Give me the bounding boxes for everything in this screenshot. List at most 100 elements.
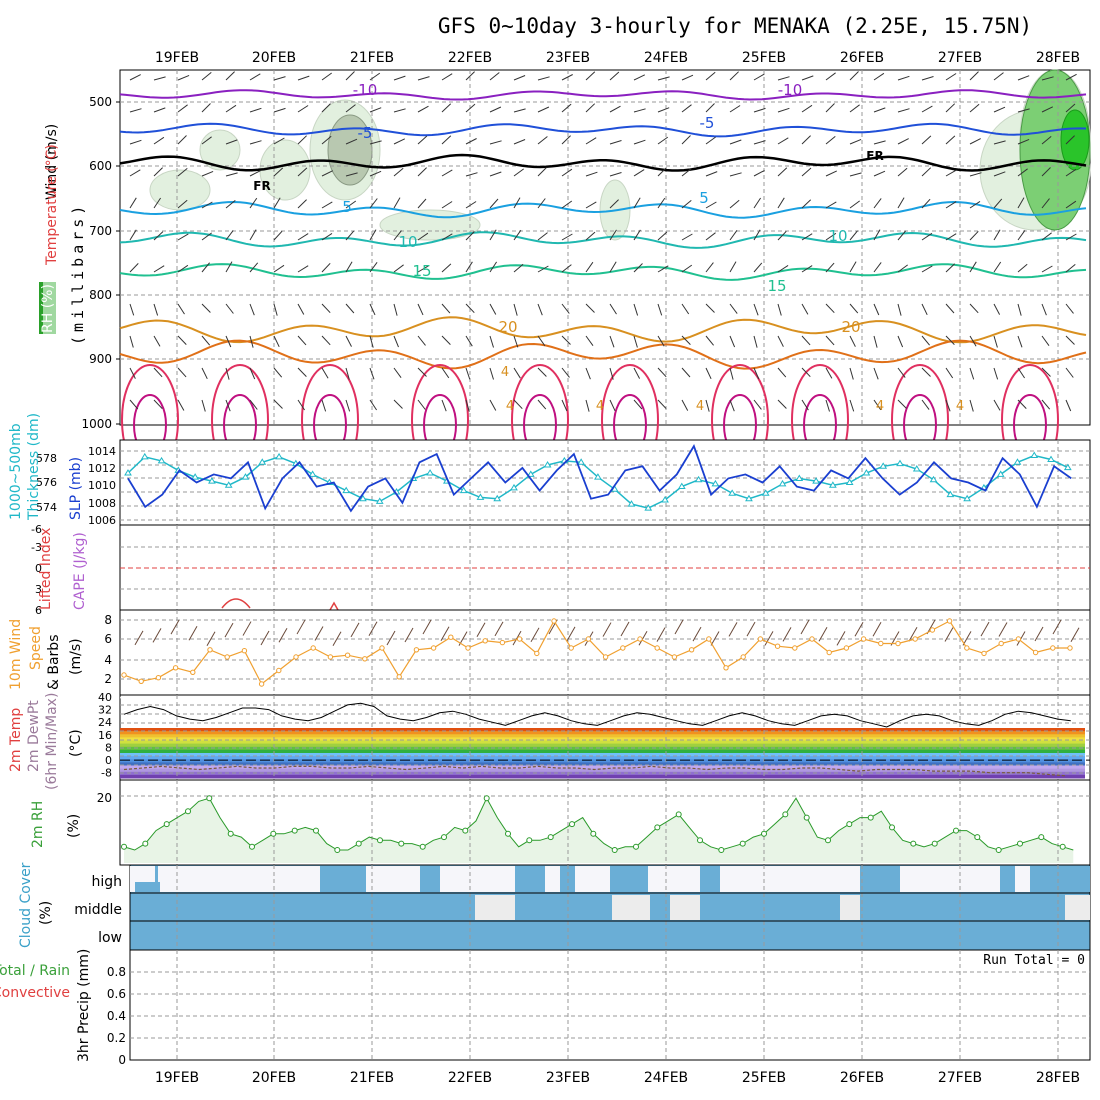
wind-barb bbox=[489, 303, 497, 315]
wind-barb bbox=[849, 367, 854, 380]
thickness-point bbox=[577, 458, 586, 465]
wind10m-panel: 8 6 4 2 bbox=[104, 609, 1091, 696]
wind-speed-point bbox=[499, 639, 506, 646]
wind-barb bbox=[1017, 138, 1030, 145]
wind-barb bbox=[657, 231, 668, 241]
rh2m-point bbox=[249, 843, 255, 850]
wind-barb bbox=[465, 71, 475, 81]
wind-barb bbox=[609, 229, 617, 241]
wind-barb bbox=[417, 135, 428, 145]
wind-barb bbox=[345, 230, 355, 241]
wind-barb-10m bbox=[278, 627, 288, 643]
wind-barb bbox=[129, 74, 141, 81]
thickness-point bbox=[644, 504, 653, 511]
wind-barb-10m bbox=[368, 621, 378, 636]
cloud-high-clear bbox=[366, 866, 420, 892]
rh2m-point bbox=[782, 811, 789, 818]
wind-barb bbox=[873, 72, 885, 81]
wind-barb bbox=[537, 367, 547, 377]
wind-barb bbox=[417, 76, 430, 81]
wind-barb bbox=[489, 229, 497, 241]
wind-barb bbox=[657, 303, 663, 316]
wind-barb bbox=[1041, 232, 1052, 241]
temp2m-line bbox=[123, 702, 1071, 728]
wind-barb-10m bbox=[872, 622, 882, 637]
wind-barb bbox=[705, 71, 716, 81]
wind-barb bbox=[825, 367, 833, 379]
wind-barb bbox=[945, 169, 957, 177]
wind-barb bbox=[609, 140, 622, 145]
wind-barb bbox=[345, 172, 358, 177]
precip-convective-label: Convective bbox=[0, 985, 70, 1001]
wind-barb bbox=[201, 262, 210, 273]
cloud-unit-label: (%) bbox=[38, 901, 54, 925]
wind-barb bbox=[729, 71, 739, 81]
wind-barb bbox=[945, 135, 956, 145]
top-date-label: 24FEB bbox=[644, 50, 688, 66]
cloud-high-clear bbox=[575, 866, 610, 892]
wind-barb bbox=[249, 303, 255, 316]
top-date-label: 22FEB bbox=[448, 50, 492, 66]
wind-barb bbox=[873, 198, 882, 209]
wind-barb bbox=[177, 199, 188, 209]
wind-barb bbox=[993, 367, 999, 380]
wind-speed-point bbox=[207, 647, 213, 653]
thickness-point bbox=[191, 473, 200, 480]
rh2m-point bbox=[505, 830, 511, 837]
wind-barb bbox=[513, 75, 526, 81]
wind-speed-point bbox=[138, 678, 144, 684]
top-date-axis: 19FEB 20FEB 21FEB 22FEB 23FEB 24FEB 25FEB 26FEB… bbox=[155, 50, 1080, 66]
wind-barb bbox=[777, 399, 787, 409]
wind-barb bbox=[777, 137, 789, 145]
wind-barb bbox=[321, 303, 331, 314]
wind-barb-10m bbox=[800, 619, 810, 635]
rh2m-point bbox=[825, 837, 831, 844]
wind-barb bbox=[465, 261, 473, 273]
wind-barb bbox=[585, 261, 594, 273]
wind-barb bbox=[1065, 399, 1072, 412]
rh2m-point bbox=[675, 811, 682, 818]
wind-barb bbox=[489, 171, 502, 177]
wind-barb-10m bbox=[134, 630, 144, 646]
wind-barb-10m bbox=[170, 619, 180, 635]
wind-barb bbox=[297, 233, 309, 241]
wind-speed-point bbox=[585, 636, 592, 642]
temp-color-band bbox=[120, 731, 1085, 735]
wind-barb bbox=[945, 73, 957, 81]
wind-barb bbox=[249, 399, 258, 410]
wind-barb bbox=[897, 399, 907, 409]
thickness-point bbox=[1063, 463, 1072, 471]
wind-barb bbox=[129, 303, 135, 316]
wind-barb-10m bbox=[332, 631, 342, 646]
temp-color-band bbox=[120, 768, 1085, 773]
temp-tick-label: 24 bbox=[98, 716, 112, 729]
wind-barb bbox=[321, 262, 331, 273]
wind-barb bbox=[1041, 167, 1051, 177]
wind-barb bbox=[225, 172, 238, 177]
thickness-tick-label: 576 bbox=[36, 476, 57, 489]
temp-color-band bbox=[120, 762, 1085, 766]
temp-tick-label: 16 bbox=[98, 729, 112, 742]
cloud-high-cover bbox=[1000, 866, 1015, 892]
wind-barb bbox=[585, 71, 596, 81]
run-total-label: Run Total = 0 bbox=[983, 953, 1085, 968]
wind-speed-point bbox=[1067, 645, 1073, 651]
wind-barb bbox=[897, 75, 910, 81]
wind-barb-10m bbox=[530, 627, 540, 643]
thickness-point bbox=[543, 460, 552, 468]
wind-barb bbox=[729, 335, 736, 348]
wind-barb bbox=[657, 136, 669, 145]
wind-barb bbox=[753, 73, 765, 81]
wind-barb bbox=[489, 72, 500, 81]
wind-speed-point bbox=[757, 636, 764, 642]
wind-barb bbox=[273, 76, 286, 81]
temp-color-band bbox=[120, 734, 1085, 738]
wind-speed-point bbox=[843, 645, 850, 651]
rh2m-point bbox=[1038, 834, 1045, 841]
thickness-point bbox=[711, 479, 720, 487]
rh2m-point bbox=[462, 827, 469, 834]
thickness-point bbox=[275, 452, 283, 460]
rh2m-point bbox=[142, 840, 149, 847]
wind-barb bbox=[369, 170, 382, 177]
wind-barb bbox=[369, 399, 378, 411]
